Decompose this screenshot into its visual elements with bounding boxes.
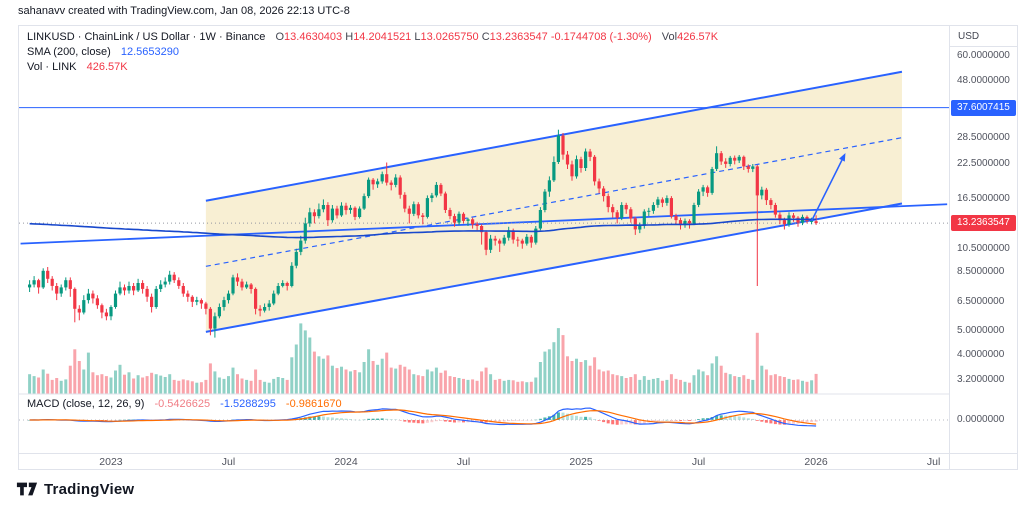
symbol-title: LINKUSD · ChainLink / US Dollar · 1W · B… (27, 31, 266, 43)
time-axis-label: 2024 (334, 456, 358, 468)
price-tick-label: 5.0000000 (957, 324, 1005, 336)
chart-frame: LINKUSD · ChainLink / US Dollar · 1W · B… (18, 25, 1018, 470)
macd-line-value: -1.5288295 (220, 398, 276, 410)
legend-sma-row: SMA (200, close) 12.5653290 (27, 45, 718, 60)
price-badge: 37.6007415 (951, 99, 1016, 116)
price-tick-label: 22.5000000 (957, 158, 1010, 170)
price-tick-label: 10.5000000 (957, 242, 1010, 254)
close-label: C (481, 31, 490, 43)
sma-value: 12.5653290 (120, 46, 179, 58)
high-value: 14.2041521 (353, 31, 412, 43)
price-tick-label: 8.5000000 (957, 266, 1005, 278)
macd-signal-value: -0.9861670 (285, 398, 342, 410)
tradingview-logo-icon (16, 482, 38, 496)
macd-legend: MACD (close, 12, 26, 9) -0.5426625 -1.52… (27, 398, 342, 410)
sma-label: SMA (200, close) (27, 46, 111, 58)
price-tick-label: 6.5000000 (957, 295, 1005, 307)
time-axis-label: Jul (926, 456, 941, 468)
volume-row-label: Vol · LINK (27, 61, 77, 73)
price-chart-pane[interactable]: LINKUSD · ChainLink / US Dollar · 1W · B… (19, 26, 949, 453)
price-tick-label: 4.0000000 (957, 349, 1005, 361)
vol-label: Vol (661, 31, 678, 43)
time-axis-label: Jul (456, 456, 471, 468)
close-value: 13.2363547 (489, 31, 548, 43)
time-axis[interactable]: 2023 Jul 2024 Jul 2025 Jul 2026 Jul (19, 453, 1017, 469)
macd-hist-value: -0.5426625 (154, 398, 211, 410)
legend-symbol-row: LINKUSD · ChainLink / US Dollar · 1W · B… (27, 30, 718, 45)
vol-value: 426.57K (677, 31, 719, 43)
price-tick-label: 28.5000000 (957, 132, 1010, 144)
attribution-text: sahanavv created with TradingView.com, J… (18, 5, 350, 17)
price-tick-label: 3.2000000 (957, 374, 1005, 386)
macd-label: MACD (close, 12, 26, 9) (27, 398, 145, 410)
open-value: 13.4630403 (284, 31, 343, 43)
price-badge: 13.2363547 (951, 215, 1016, 232)
time-axis-label: 2026 (804, 456, 828, 468)
volume-row-value: 426.57K (86, 61, 128, 73)
candlestick-chart-svg[interactable] (19, 26, 949, 453)
price-axis[interactable]: USD 60.0000000 48.0000000 28.5000000 22.500… (949, 26, 1017, 469)
legend-volume-row: Vol · LINK 426.57K (27, 60, 718, 75)
symbol-legend: LINKUSD · ChainLink / US Dollar · 1W · B… (27, 30, 718, 75)
time-axis-label: 2025 (569, 456, 593, 468)
tradingview-logo-text: TradingView (44, 480, 135, 498)
open-label: O (275, 31, 285, 43)
price-tick-label: 60.0000000 (957, 49, 1010, 61)
tradingview-logo-link[interactable]: TradingView (16, 478, 134, 500)
price-tick-label: 48.0000000 (957, 74, 1010, 86)
low-label: L (414, 31, 421, 43)
change-value: -0.1744708 (-1.30%) (550, 31, 652, 43)
time-axis-label: Jul (221, 456, 236, 468)
low-value: 13.0265750 (420, 31, 479, 43)
price-axis-currency: USD (950, 26, 1017, 47)
macd-zero-tick-label: 0.0000000 (957, 414, 1005, 425)
time-axis-label: 2023 (99, 456, 123, 468)
price-tick-label: 16.5000000 (957, 192, 1010, 204)
high-label: H (345, 31, 354, 43)
time-axis-label: Jul (691, 456, 706, 468)
